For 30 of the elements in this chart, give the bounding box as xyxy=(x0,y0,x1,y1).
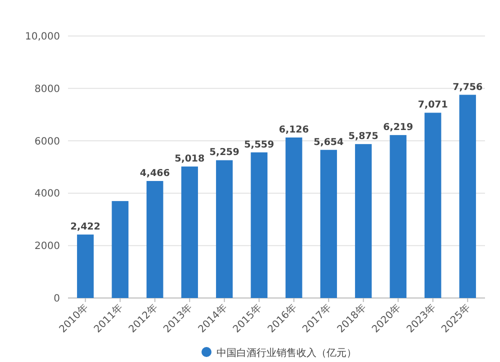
bar xyxy=(112,201,128,298)
bar xyxy=(250,152,268,298)
data-label: 7,756 xyxy=(452,82,484,93)
data-label: 5,259 xyxy=(209,147,240,158)
bar xyxy=(146,180,164,298)
bar xyxy=(77,234,94,298)
bar xyxy=(355,144,372,298)
data-label: 5,654 xyxy=(314,136,344,148)
bar xyxy=(216,160,233,298)
bar xyxy=(286,138,302,298)
bar xyxy=(459,94,476,298)
y-tick-label: 4000 xyxy=(34,188,60,200)
bar xyxy=(181,166,198,298)
legend: 中国白酒行业销售收入（亿元） xyxy=(202,347,356,359)
data-label: 5,875 xyxy=(348,131,378,142)
data-label: 2,422 xyxy=(70,222,100,233)
bar xyxy=(390,135,406,298)
bar xyxy=(320,150,337,298)
bar xyxy=(424,112,442,298)
data-label: 5,018 xyxy=(174,154,206,165)
y-tick-label: 8000 xyxy=(34,84,60,95)
y-tick-label: 6000 xyxy=(34,136,60,148)
data-label: 5,559 xyxy=(244,139,274,150)
data-label: 4,466 xyxy=(140,168,170,179)
y-tick-label: 2000 xyxy=(34,241,60,252)
data-label: 7,071 xyxy=(418,100,448,111)
y-tick-label: 10,000 xyxy=(25,32,60,42)
data-label: 6,219 xyxy=(383,122,414,134)
y-tick-label: 0 xyxy=(54,294,60,304)
data-label: 6,126 xyxy=(278,124,310,136)
